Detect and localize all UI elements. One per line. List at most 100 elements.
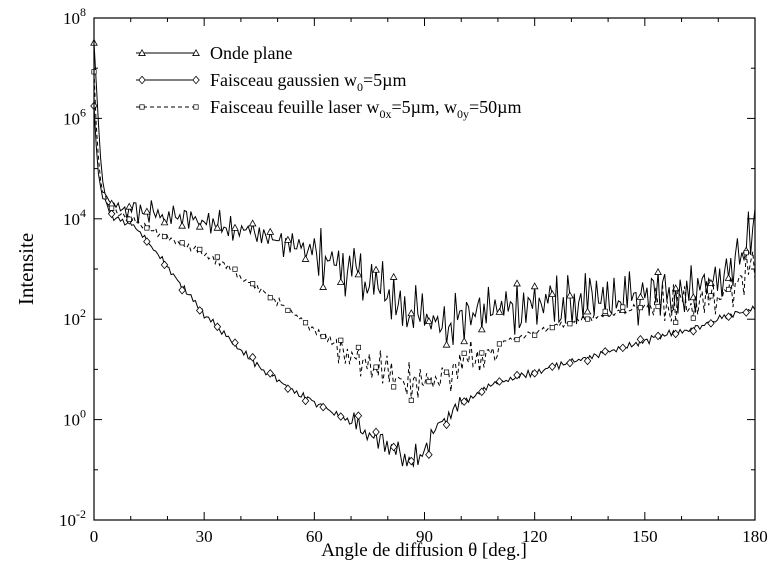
triangle-marker	[407, 309, 416, 317]
square-marker	[144, 225, 150, 231]
triangle-marker	[636, 292, 645, 300]
x-tick-label: 60	[306, 527, 323, 546]
diamond-marker	[689, 326, 698, 336]
series-line	[93, 71, 756, 401]
triangle-marker	[195, 222, 204, 230]
diamond-marker	[107, 209, 116, 219]
diamond-marker	[248, 352, 257, 362]
triangle-marker	[618, 306, 627, 314]
square-marker	[726, 286, 732, 292]
square-marker	[655, 303, 661, 310]
x-tick-label: 0	[90, 527, 99, 546]
square-marker	[496, 341, 502, 347]
square-marker	[285, 307, 291, 313]
square-marker	[126, 216, 132, 222]
square-marker	[637, 305, 643, 311]
triangle-marker	[160, 218, 169, 226]
triangle-marker	[248, 219, 257, 227]
series-diamond	[90, 101, 756, 468]
diamond-marker	[213, 322, 222, 332]
diamond-marker	[478, 387, 486, 397]
triangle-marker	[354, 270, 363, 278]
diamond-marker	[442, 420, 451, 430]
triangle-marker	[495, 307, 504, 315]
legend-label: Faisceau feuille laser w0x=5µm, w0y=50µm	[210, 97, 522, 121]
square-marker	[673, 319, 679, 325]
square-marker	[161, 233, 168, 240]
diamond-marker	[337, 412, 345, 421]
square-marker	[479, 350, 485, 356]
square-marker	[408, 397, 414, 403]
diamond-marker	[583, 356, 592, 366]
square-marker	[267, 295, 273, 301]
square-marker	[250, 281, 256, 287]
ticks-layer: 0 30 60 90 120 150 180 108 106 104 102 100 10-2	[59, 5, 768, 546]
triangle-marker	[654, 267, 662, 275]
triangle-marker	[319, 282, 328, 290]
y-tick-label: 10-2	[59, 507, 86, 530]
square-marker	[109, 205, 115, 211]
triangle-marker	[477, 325, 486, 333]
diamond-marker	[513, 370, 521, 380]
square-marker	[549, 325, 555, 331]
square-marker	[179, 240, 185, 246]
plot-frame	[93, 17, 756, 521]
diamond-marker	[724, 312, 733, 322]
diamond-marker	[407, 456, 416, 466]
y-tick-label: 108	[63, 5, 86, 28]
legend-label: Faisceau gaussien w0=5µm	[210, 70, 407, 94]
x-tick-label: 90	[416, 527, 433, 546]
diamond-marker	[196, 306, 204, 315]
triangle-marker	[548, 290, 557, 298]
y-tick-label: 102	[63, 306, 86, 329]
diamond-marker	[372, 427, 380, 437]
diamond-marker	[301, 396, 310, 406]
square-marker	[391, 384, 397, 390]
diamond-marker	[284, 384, 292, 394]
diamond-marker	[495, 377, 504, 386]
diamond-marker	[742, 308, 750, 317]
square-marker	[355, 344, 361, 350]
diamond-marker	[548, 362, 557, 371]
diamond-marker	[636, 335, 645, 344]
triangle-marker	[143, 207, 151, 215]
triangle-marker	[372, 265, 380, 273]
triangle-marker	[301, 254, 310, 262]
diamond-marker	[143, 237, 151, 246]
x-tick-label: 120	[522, 527, 548, 546]
triangle-marker	[213, 223, 222, 231]
square-marker	[584, 316, 591, 322]
legend-label: Onde plane	[210, 43, 292, 63]
triangle-marker	[583, 307, 592, 315]
x-tick-label: 180	[742, 527, 768, 546]
triangle-marker	[460, 337, 469, 345]
square-marker	[197, 246, 203, 252]
square-marker	[708, 293, 714, 299]
diamond-marker	[138, 75, 146, 85]
square-marker	[214, 254, 220, 260]
series-layer	[90, 38, 756, 468]
diamond-marker	[425, 450, 433, 460]
triangle-marker	[266, 227, 275, 235]
diamond-marker	[654, 331, 662, 341]
triangle-marker	[192, 48, 200, 56]
triangle-marker	[138, 48, 146, 56]
diamond-marker	[707, 318, 715, 328]
square-marker	[690, 315, 696, 321]
x-tick-label: 150	[632, 527, 658, 546]
triangle-marker	[178, 221, 187, 229]
triangle-marker	[442, 340, 451, 348]
x-axis-label: Angle de diffusion θ [deg.]	[321, 540, 527, 561]
series-line	[93, 42, 756, 345]
legend: Onde plane Faisceau gaussien w0=5µm Faisce…	[136, 43, 522, 121]
diamond-marker	[671, 329, 680, 339]
square-marker	[620, 304, 626, 310]
square-marker	[139, 104, 145, 110]
diamond-marker	[619, 343, 627, 353]
square-marker	[567, 321, 573, 327]
triangle-marker	[389, 272, 398, 280]
diamond-marker	[160, 260, 169, 270]
diamond-marker	[319, 402, 327, 412]
square-marker	[338, 337, 344, 343]
